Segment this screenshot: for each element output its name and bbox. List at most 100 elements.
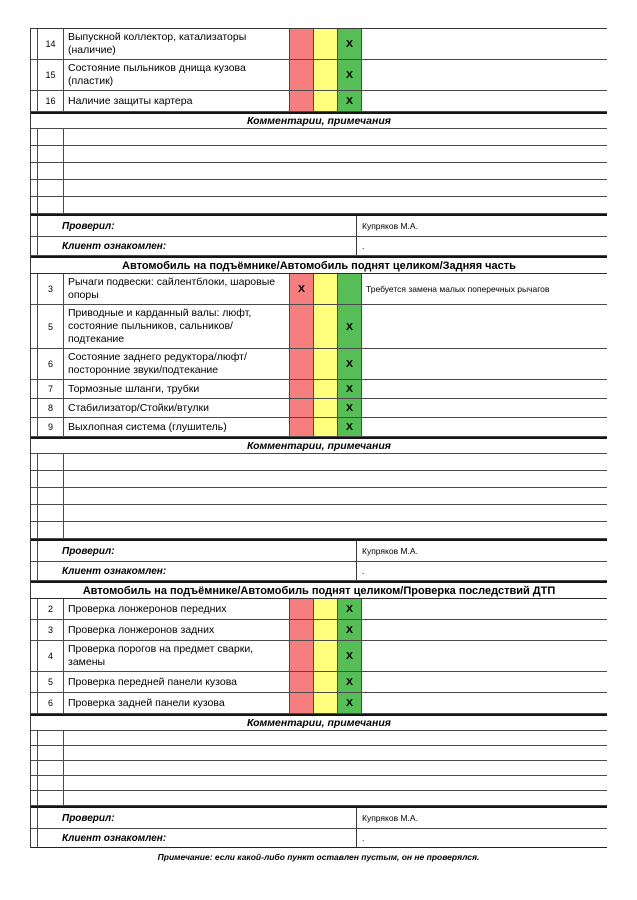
client-ack-row: Клиент ознакомлен: . xyxy=(31,562,607,581)
status-cell-red xyxy=(290,620,314,640)
row-description: Проверка задней панели кузова xyxy=(64,693,290,713)
checklist-row: 5 Приводные и карданный валы: люфт, сост… xyxy=(31,305,607,349)
comment-line-row xyxy=(31,488,607,505)
gutter-cell xyxy=(31,180,38,196)
row-number: 6 xyxy=(38,693,64,713)
comment-line xyxy=(64,180,607,196)
status-cell-yellow xyxy=(314,599,338,619)
row-number: 8 xyxy=(38,399,64,417)
status-cell-yellow xyxy=(314,60,338,90)
gutter-cell xyxy=(31,488,38,504)
row-comment xyxy=(362,349,607,379)
comment-line xyxy=(64,522,607,538)
empty-number-cell xyxy=(38,197,64,213)
checklist-row: 16 Наличие защиты картера X xyxy=(31,91,607,112)
row-number: 2 xyxy=(38,599,64,619)
gutter-cell xyxy=(31,791,38,805)
gutter-cell xyxy=(31,522,38,538)
x-mark: X xyxy=(345,38,353,50)
footer-note: Примечание: если какой-либо пункт оставл… xyxy=(157,852,480,862)
sign-label: Клиент ознакомлен: xyxy=(38,829,357,847)
status-cell-yellow xyxy=(314,91,338,111)
checklist-row: 3 Рычаги подвески: сайлентблоки, шаровые… xyxy=(31,274,607,305)
comments-header-row: Комментарии, примечания xyxy=(31,714,607,731)
status-cell-red xyxy=(290,641,314,671)
checklist-row: 6 Проверка задней панели кузова X xyxy=(31,693,607,714)
gutter-cell xyxy=(31,808,38,828)
comment-line-row xyxy=(31,791,607,806)
gutter-cell xyxy=(31,29,38,59)
client-ack-row: Клиент ознакомлен: . xyxy=(31,829,607,848)
empty-number-cell xyxy=(38,522,64,538)
row-comment xyxy=(362,399,607,417)
sign-value: . xyxy=(362,566,365,576)
status-cell-green xyxy=(338,274,362,304)
status-cell-green: X xyxy=(338,620,362,640)
x-mark: X xyxy=(345,402,353,414)
status-cell-green: X xyxy=(338,29,362,59)
row-number: 5 xyxy=(38,305,64,348)
sign-label: Проверил: xyxy=(38,541,357,561)
empty-number-cell xyxy=(38,454,64,470)
checklist-row: 8 Стабилизатор/Стойки/втулки X xyxy=(31,399,607,418)
comment-line-row xyxy=(31,522,607,539)
status-cell-yellow xyxy=(314,305,338,348)
section-title: Автомобиль на подъёмнике/Автомобиль подн… xyxy=(82,584,556,597)
empty-number-cell xyxy=(38,761,64,775)
gutter-cell xyxy=(31,761,38,775)
row-description: Проверка порогов на предмет сварки, заме… xyxy=(64,641,290,671)
status-cell-yellow xyxy=(314,672,338,692)
comment-line xyxy=(64,746,607,760)
row-number: 14 xyxy=(38,29,64,59)
status-cell-red xyxy=(290,672,314,692)
sign-label: Проверил: xyxy=(38,808,357,828)
section-title: Автомобиль на подъёмнике/Автомобиль подн… xyxy=(122,259,516,272)
row-description: Рычаги подвески: сайлентблоки, шаровые о… xyxy=(64,274,290,304)
x-mark: X xyxy=(345,650,353,662)
gutter-cell xyxy=(31,197,38,213)
row-number: 5 xyxy=(38,672,64,692)
status-cell-red xyxy=(290,380,314,398)
empty-number-cell xyxy=(38,505,64,521)
checked-by-row: Проверил: Купряков М.А. xyxy=(31,214,607,237)
row-comment xyxy=(362,599,607,619)
checklist-row: 4 Проверка порогов на предмет сварки, за… xyxy=(31,641,607,672)
status-cell-red xyxy=(290,418,314,436)
status-cell-green: X xyxy=(338,418,362,436)
checklist-row: 6 Состояние заднего редуктора/люфт/посто… xyxy=(31,349,607,380)
comment-line-row xyxy=(31,129,607,146)
row-description: Проверка лонжеронов передних xyxy=(64,599,290,619)
comment-line xyxy=(64,129,607,145)
checklist-row: 2 Проверка лонжеронов передних X xyxy=(31,599,607,620)
gutter-cell xyxy=(31,380,38,398)
comment-line xyxy=(64,761,607,775)
empty-number-cell xyxy=(38,180,64,196)
row-number: 15 xyxy=(38,60,64,90)
comment-line xyxy=(64,163,607,179)
status-cell-red xyxy=(290,693,314,713)
sign-value: Купряков М.А. xyxy=(362,546,418,556)
x-mark: X xyxy=(345,320,353,333)
row-comment xyxy=(362,693,607,713)
gutter-cell xyxy=(31,60,38,90)
gutter-cell xyxy=(31,129,38,145)
status-cell-green: X xyxy=(338,60,362,90)
status-cell-green: X xyxy=(338,91,362,111)
x-mark: X xyxy=(345,421,353,433)
status-cell-yellow xyxy=(314,274,338,304)
row-number: 4 xyxy=(38,641,64,671)
status-cell-green: X xyxy=(338,380,362,398)
x-mark: X xyxy=(345,358,353,370)
form-section: Автомобиль на подъёмнике/Автомобиль подн… xyxy=(31,581,607,848)
comment-line xyxy=(64,505,607,521)
x-mark: X xyxy=(345,603,353,615)
empty-number-cell xyxy=(38,776,64,790)
row-comment xyxy=(362,60,607,90)
status-cell-red xyxy=(290,60,314,90)
row-comment xyxy=(362,29,607,59)
gutter-cell xyxy=(31,216,38,236)
comment-line xyxy=(64,471,607,487)
row-description: Приводные и карданный валы: люфт, состоя… xyxy=(64,305,290,348)
comment-line-row xyxy=(31,454,607,471)
